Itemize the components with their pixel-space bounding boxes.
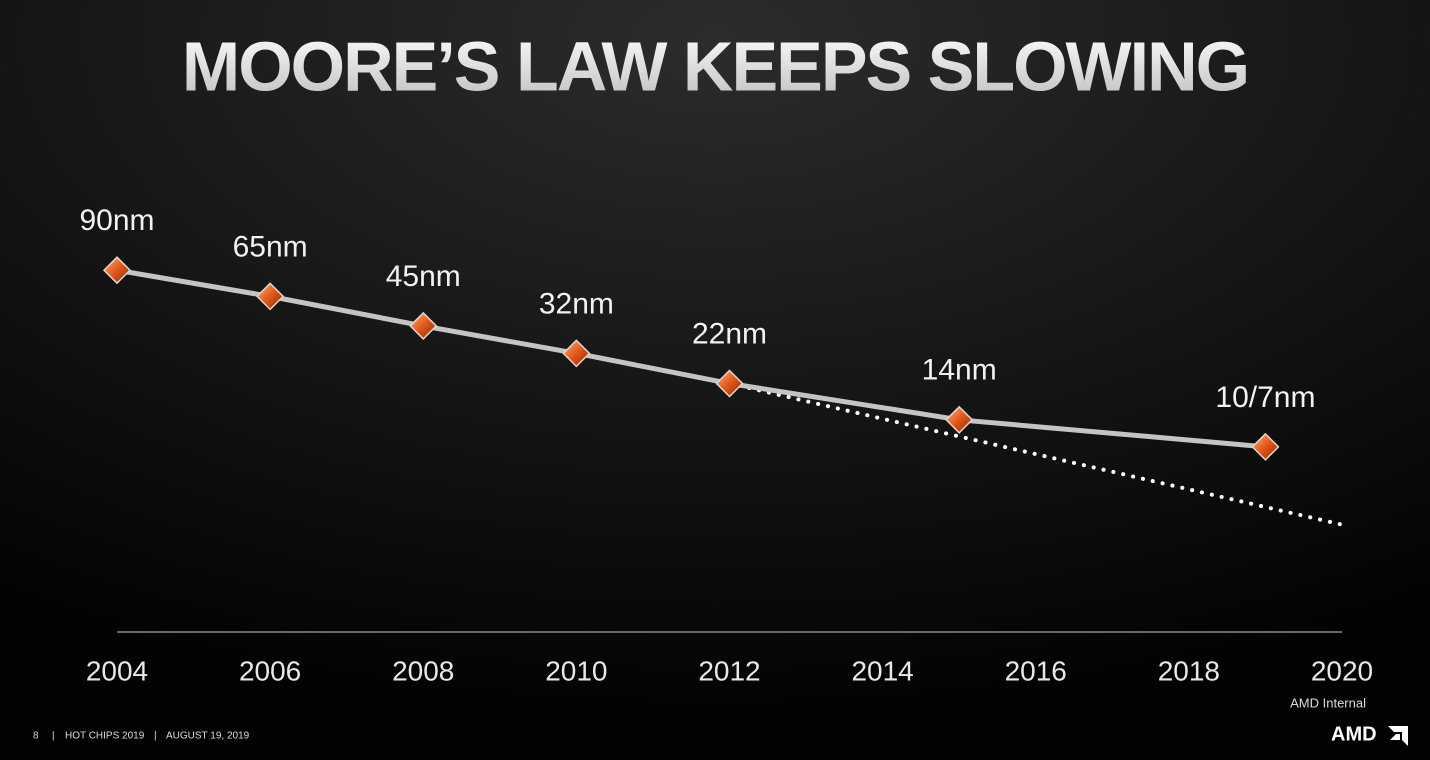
x-tick-label: 2016 [1005, 655, 1067, 686]
value-label: 22nm [692, 317, 767, 350]
x-tick-label: 2004 [86, 655, 148, 686]
data-point [945, 405, 974, 434]
x-tick-label: 2018 [1158, 655, 1220, 686]
data-point [562, 339, 591, 368]
logo-arrow [1388, 726, 1408, 746]
data-point [1251, 432, 1280, 461]
value-label: 90nm [79, 204, 154, 237]
logo: AMD [1331, 723, 1377, 745]
value-label: 32nm [539, 287, 614, 320]
trend-line [727, 381, 1344, 527]
slide-title: MOORE’S LAW KEEPS SLOWING [182, 27, 1248, 105]
x-tick-label: 2008 [392, 655, 454, 686]
value-label: 45nm [386, 260, 461, 293]
value-label: 14nm [922, 354, 997, 387]
page-number: 8 [33, 731, 39, 742]
internal-note: AMD Internal [1290, 695, 1366, 710]
value-label: 65nm [233, 230, 308, 263]
data-point [715, 369, 744, 398]
separator: | [154, 731, 157, 742]
x-tick-label: 2020 [1311, 655, 1373, 686]
data-point [102, 256, 132, 285]
event-date: AUGUST 19, 2019 [166, 731, 250, 742]
x-tick-label: 2014 [851, 655, 913, 686]
x-tick-label: 2010 [545, 655, 607, 686]
x-tick-label: 2006 [239, 655, 301, 686]
value-label: 10/7nm [1215, 381, 1315, 414]
x-tick-label: 2012 [698, 655, 760, 686]
separator: | [52, 731, 55, 742]
data-point [256, 282, 285, 311]
event-name: HOT CHIPS 2019 [65, 731, 145, 742]
data-point [409, 311, 438, 340]
